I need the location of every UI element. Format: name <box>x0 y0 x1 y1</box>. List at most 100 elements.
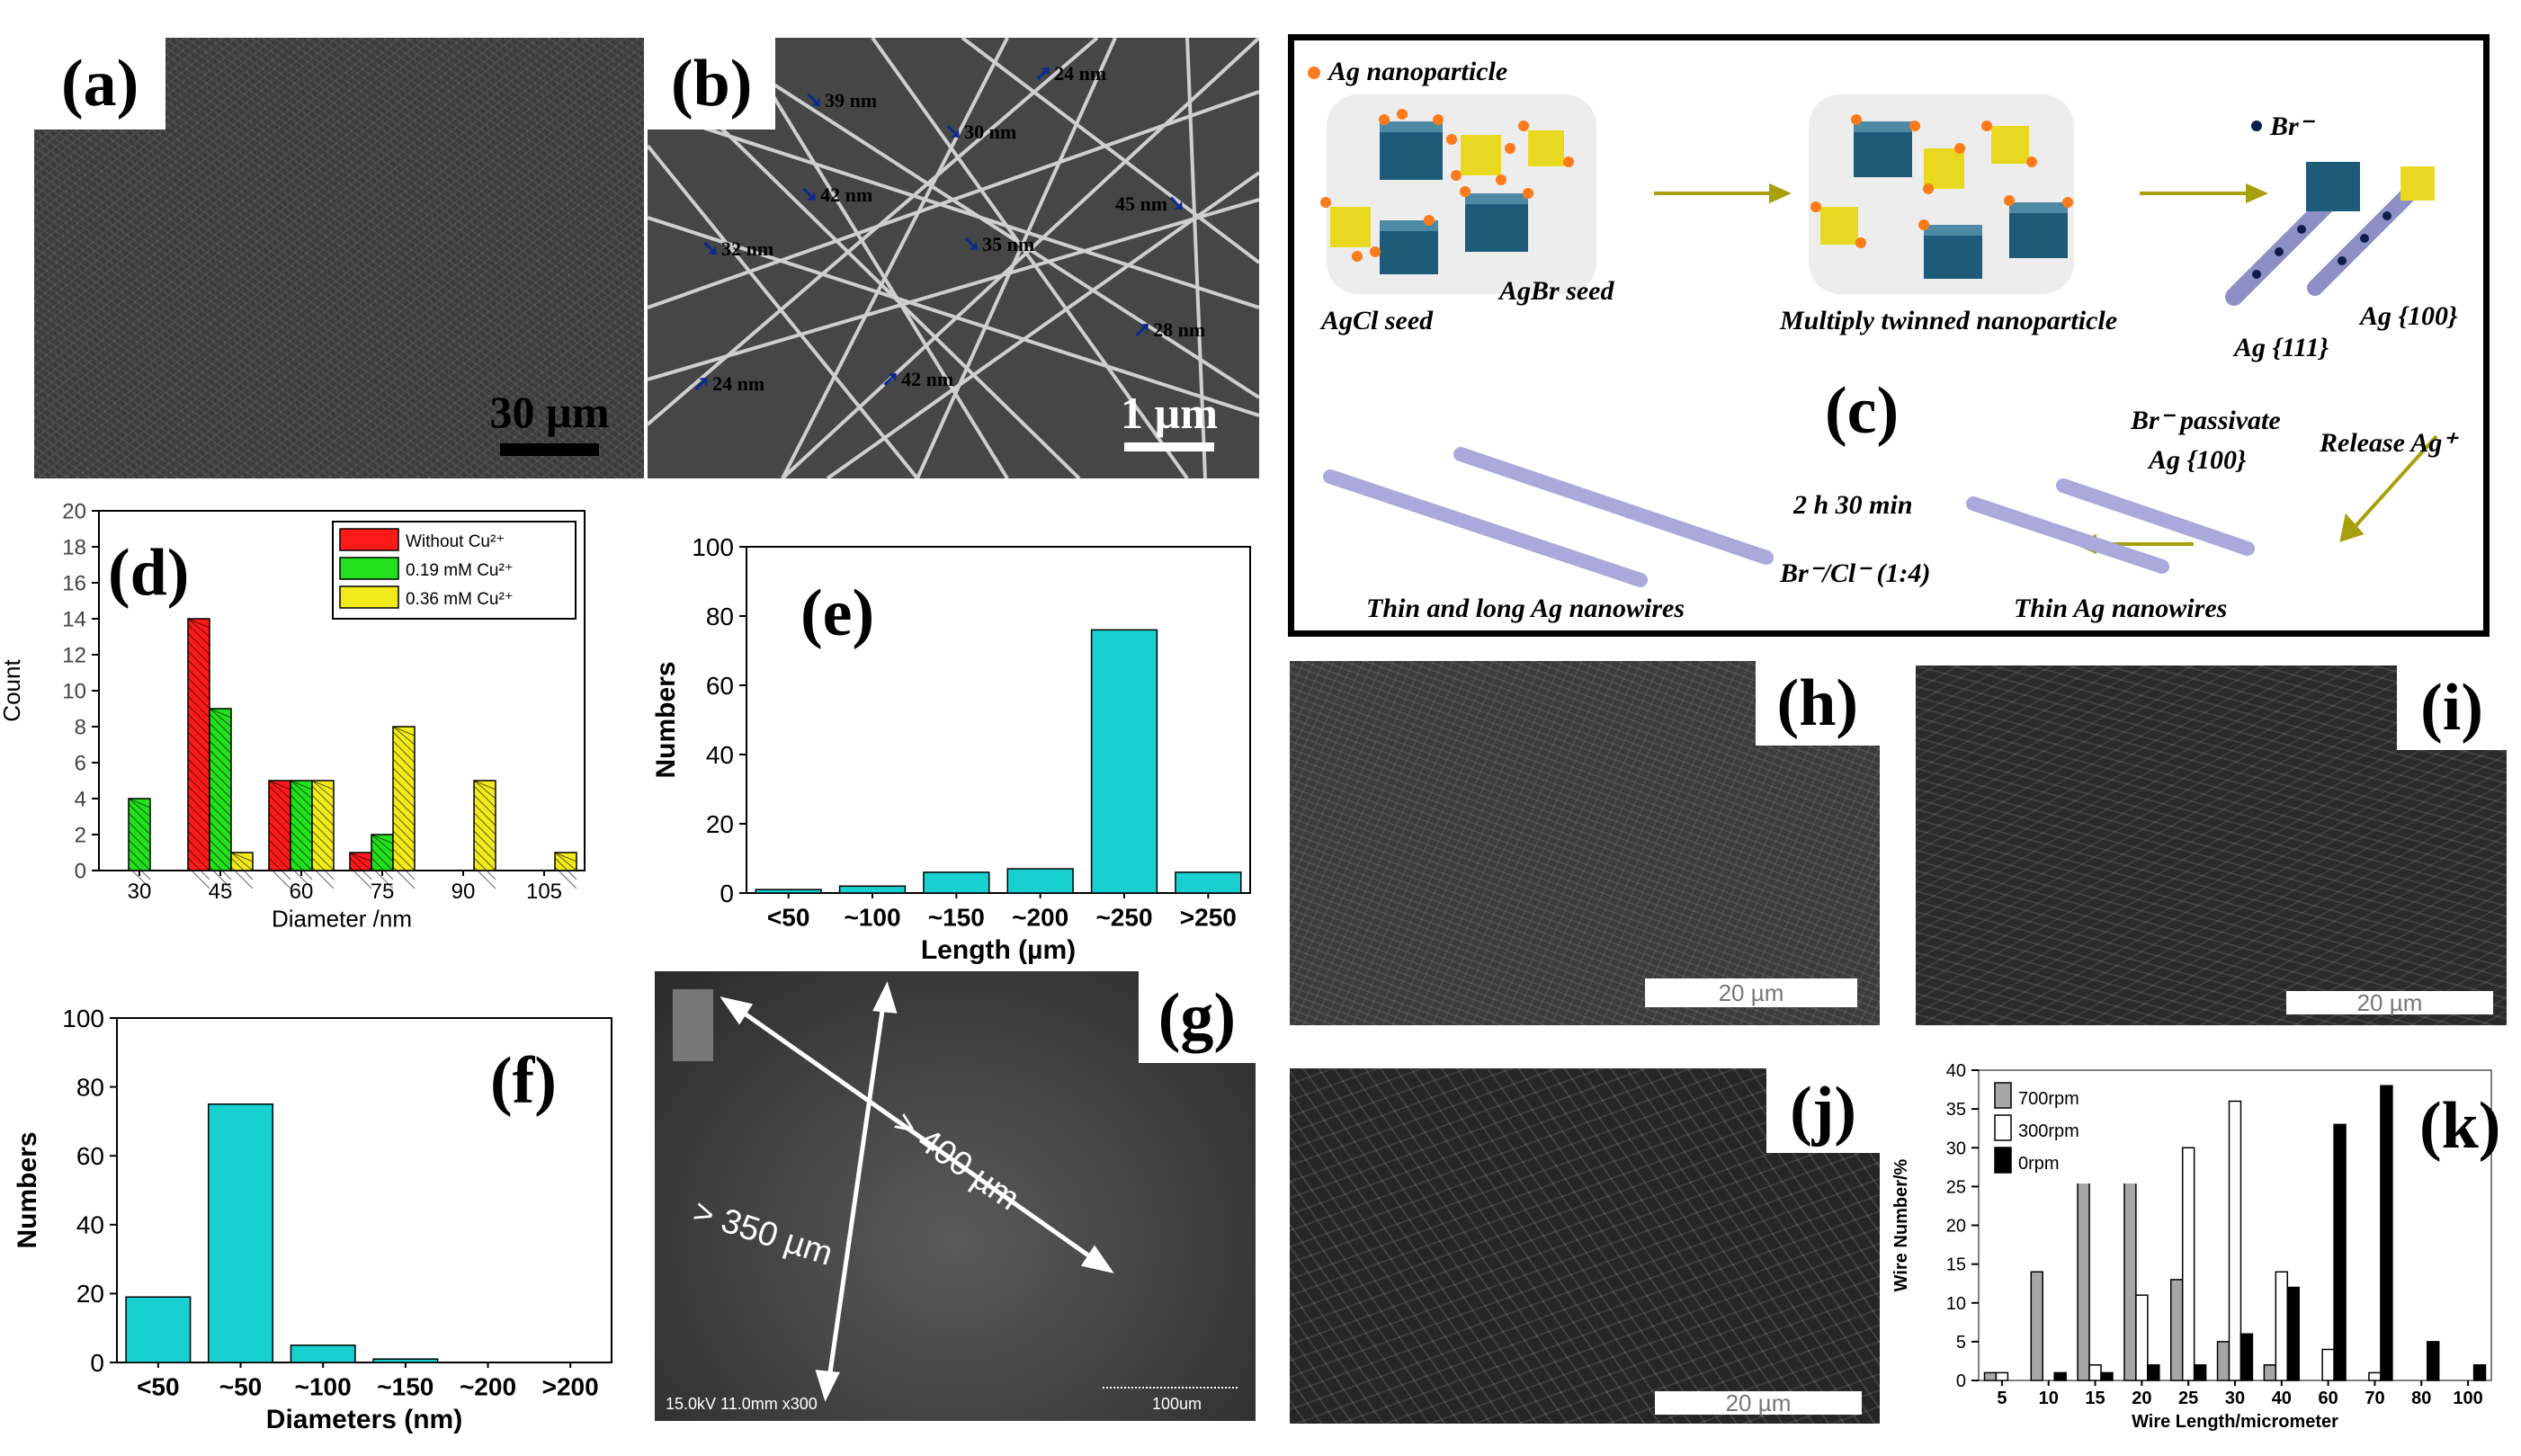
agcl-cube <box>1854 121 1912 177</box>
bar-hatch <box>268 839 291 862</box>
y-tick-label: 25 <box>1946 1177 1966 1197</box>
legend-label: 0.36 mM Cu²⁺ <box>406 590 514 609</box>
agbr-seed <box>1528 130 1564 166</box>
panel-i-sem-image: (i) 20 µm <box>1916 665 2507 1025</box>
legend-box <box>1988 1076 2141 1184</box>
y-tick-label: 0 <box>90 1349 104 1377</box>
bar-hatch <box>187 848 210 871</box>
ag-nanoparticle-text: Ag nanoparticle <box>1328 57 1508 86</box>
bar-hatch <box>187 659 210 683</box>
ag-nanoparticles <box>1308 67 2073 262</box>
nanowire <box>826 171 1259 478</box>
panel-g-label: (g) <box>1138 971 1256 1063</box>
release-text: Release Ag⁺ <box>2320 428 2457 458</box>
bar-hatch <box>290 830 313 853</box>
bar-hatch <box>392 785 416 808</box>
y-axis-label: Count <box>0 659 25 722</box>
bar-hatch <box>209 749 232 773</box>
bar-hatch <box>209 839 232 862</box>
bar-hatch <box>187 821 210 844</box>
panel-k-bar-chart: 0 5 10 15 20 25 30 35 40 5 10 15 20 25 30 40 60 70 80 100 Wi… <box>1891 1061 2492 1432</box>
bar-hatch <box>290 866 313 889</box>
bar-hatch <box>187 704 210 728</box>
bar <box>2088 1364 2102 1381</box>
bar <box>2181 1147 2195 1381</box>
bar-hatch <box>311 821 335 844</box>
x-tick-label: 60 <box>2319 1389 2338 1408</box>
bar-hatch <box>473 780 496 799</box>
bar-hatch <box>187 830 210 853</box>
bar-hatch <box>311 780 335 799</box>
ag100-text: Ag {100} <box>2360 301 2458 331</box>
bar-hatch <box>209 731 232 755</box>
bar-hatch <box>187 803 210 826</box>
bar-hatch <box>392 839 416 862</box>
measurement-label: ➘42 nm <box>800 183 873 207</box>
bar-hatch <box>473 839 496 862</box>
bar-hatch <box>290 794 313 817</box>
measurement-label: ➘39 nm <box>805 89 878 112</box>
bar-hatch <box>349 857 372 880</box>
legend-swatch <box>1994 1147 2012 1174</box>
bar <box>2333 1123 2347 1381</box>
bar-hatch <box>554 852 577 871</box>
y-tick-label: 80 <box>76 1073 104 1101</box>
bar-hatch <box>554 852 577 862</box>
x-tick-label: 10 <box>2039 1389 2059 1408</box>
panel-j-sem-image: (j) 20 µm <box>1290 1068 1880 1424</box>
ag-rods <box>2225 121 2435 306</box>
panel-j-scalebar: 20 µm <box>1655 1391 1862 1415</box>
measurement-label: 45 nm➘ <box>1115 192 1186 216</box>
bar-hatch <box>371 834 394 844</box>
agcl-cube <box>1465 193 1528 252</box>
bar-hatch <box>187 713 210 737</box>
bar-hatch <box>128 812 151 835</box>
bar-hatch <box>128 830 151 853</box>
bar-hatch <box>230 866 254 889</box>
bar-hatch <box>371 834 394 853</box>
bar-hatch <box>392 803 416 826</box>
bar-hatch <box>311 857 335 880</box>
bar <box>2135 1294 2149 1381</box>
bar-hatch <box>209 767 232 791</box>
bar-hatch <box>311 839 335 862</box>
y-tick-label: 10 <box>62 679 86 703</box>
bar <box>372 1358 439 1363</box>
agbr-seed <box>1991 126 2029 164</box>
x-axis-label: Diameter /nm <box>272 905 412 932</box>
ag111-text: Ag {111} <box>2234 333 2329 362</box>
x-tick-label: <50 <box>767 903 810 931</box>
panel-h-label: (h) <box>1755 661 1880 746</box>
panel-a-scale-label: 30 µm <box>482 386 617 456</box>
panel-b-label: (b) <box>648 38 776 130</box>
nanowire <box>961 38 1259 264</box>
bar-hatch <box>290 821 313 844</box>
bar-hatch <box>268 780 291 799</box>
bar-hatch <box>187 618 210 638</box>
x-tick-label: 25 <box>2178 1389 2198 1408</box>
bar-hatch <box>209 758 232 782</box>
bar-hatch <box>187 758 210 782</box>
bar-hatch <box>473 785 496 808</box>
bar-hatch <box>268 794 291 817</box>
bar-hatch <box>311 812 335 835</box>
panel-d-label: (d) <box>108 536 190 610</box>
bar-hatch <box>187 650 210 674</box>
legend-swatch <box>339 557 399 580</box>
bar-hatch <box>209 785 232 808</box>
panel-g-scale: 100um <box>1151 1395 1202 1413</box>
panel-j-label: (j) <box>1766 1068 1880 1153</box>
bar-hatch <box>290 848 313 871</box>
bar-hatch <box>209 713 232 737</box>
bar-hatch <box>187 695 210 719</box>
nanowire <box>736 38 1009 478</box>
bar-hatch <box>187 740 210 764</box>
bar-hatch <box>268 848 291 871</box>
panel-b-scale-text: 1 µm <box>1121 388 1218 438</box>
y-tick-label: 20 <box>76 1280 104 1308</box>
x-tick-label: 45 <box>209 880 233 904</box>
bar <box>2321 1348 2335 1381</box>
legend-label: 0rpm <box>2018 1154 2060 1174</box>
bar-hatch <box>392 767 416 791</box>
panel-f-label: (f) <box>490 1044 557 1118</box>
